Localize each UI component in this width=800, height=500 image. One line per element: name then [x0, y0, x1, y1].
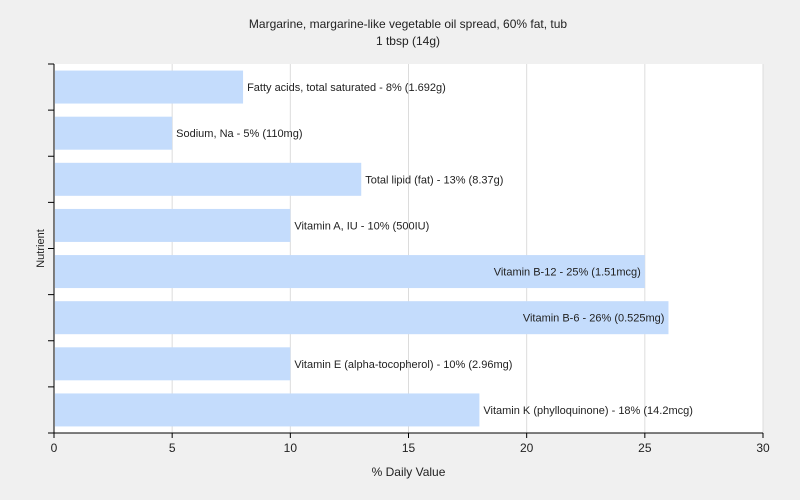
bar-label: Fatty acids, total saturated - 8% (1.692…	[247, 82, 446, 94]
x-axis-label: % Daily Value	[372, 465, 446, 479]
bar	[55, 116, 173, 150]
x-tick-label: 15	[402, 441, 416, 455]
bar-label: Total lipid (fat) - 13% (8.37g)	[365, 174, 503, 186]
bar	[55, 255, 645, 289]
x-tick-label: 30	[756, 441, 770, 455]
chart-subtitle: 1 tbsp (14g)	[376, 34, 440, 48]
bar	[55, 393, 480, 427]
x-tick-label: 10	[284, 441, 298, 455]
x-tick-label: 5	[169, 441, 176, 455]
bar-labels: Fatty acids, total saturated - 8% (1.692…	[176, 82, 693, 417]
bar-label: Vitamin K (phylloquinone) - 18% (14.2mcg…	[483, 405, 693, 417]
bar	[55, 70, 244, 104]
grid	[171, 64, 764, 433]
bar	[55, 162, 362, 196]
bars	[55, 70, 669, 427]
bar-label: Vitamin B-6 - 26% (0.525mg)	[523, 313, 665, 325]
x-tick-label: 20	[520, 441, 534, 455]
bar-label: Vitamin A, IU - 10% (500IU)	[294, 220, 429, 232]
bar	[55, 347, 291, 381]
axes: 0 5 10 15 20 25 30	[48, 63, 770, 455]
x-tick-label: 0	[51, 441, 58, 455]
bar-label: Sodium, Na - 5% (110mg)	[176, 128, 302, 140]
bar	[55, 208, 291, 242]
x-tick-label: 25	[638, 441, 652, 455]
y-axis-label: Nutrient	[35, 229, 47, 268]
chart-title: Margarine, margarine-like vegetable oil …	[249, 17, 567, 31]
bar	[55, 301, 669, 335]
bar-label: Vitamin E (alpha-tocopherol) - 10% (2.96…	[294, 359, 512, 371]
bar-label: Vitamin B-12 - 25% (1.51mcg)	[494, 267, 641, 279]
